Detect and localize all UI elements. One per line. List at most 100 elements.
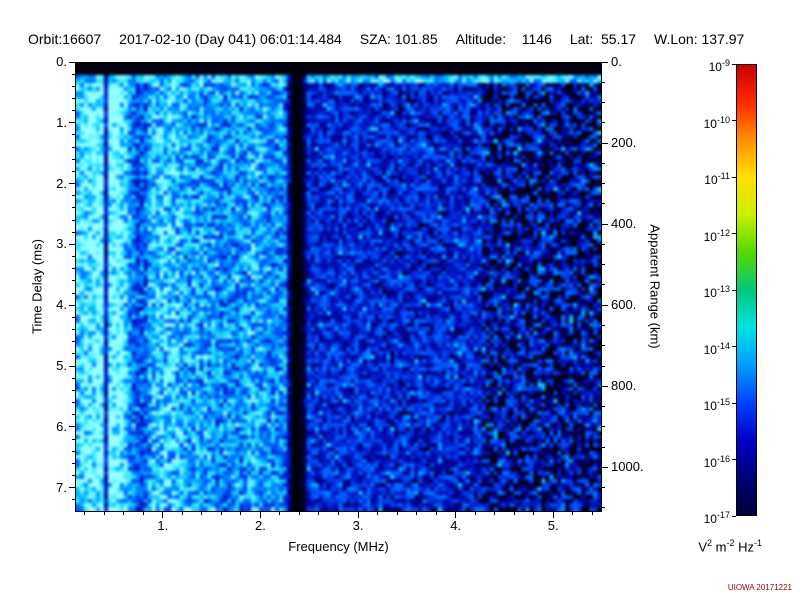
x-minor-tick <box>103 512 105 515</box>
x-tick-label: 2. <box>255 518 266 533</box>
x-axis-title: Frequency (MHz) <box>288 539 389 554</box>
x-minor-tick <box>572 512 574 515</box>
range-minor-tick <box>602 81 605 83</box>
y-tick-label: 1. <box>56 114 67 130</box>
x-minor-tick <box>377 512 379 515</box>
range-major-tick <box>602 304 608 306</box>
y-minor-tick <box>72 329 75 331</box>
x-tick-label: 4. <box>450 518 462 533</box>
colorbar-tick-base: 10 <box>703 399 717 413</box>
y-minor-tick <box>72 280 75 282</box>
range-minor-tick <box>602 487 605 489</box>
spectrogram-canvas <box>76 63 601 511</box>
y-minor-tick <box>72 170 75 172</box>
y-axis-title-left: Time Delay (ms) <box>29 239 45 334</box>
y-minor-tick <box>72 499 75 501</box>
range-tick-label: 400. <box>611 216 637 232</box>
x-tick-label: 5. <box>547 518 559 533</box>
x-minor-tick <box>435 512 437 515</box>
y-major-tick <box>69 122 75 124</box>
range-major-tick <box>602 466 608 468</box>
altitude-label: Altitude: 1146 <box>455 31 552 47</box>
colorbar-tick-label: 10-13 <box>682 282 730 301</box>
colorbar-tick <box>732 289 736 291</box>
y-major-tick <box>69 61 75 63</box>
colorbar-tick-label: 10-15 <box>682 395 730 414</box>
y-tick-label: 5. <box>56 358 67 374</box>
x-tick-label: 3. <box>352 518 364 533</box>
colorbar-gradient <box>737 65 756 515</box>
y-minor-tick <box>72 414 75 416</box>
range-major-tick <box>602 385 608 387</box>
y-minor-tick <box>72 207 75 209</box>
x-minor-tick <box>84 512 86 515</box>
y-minor-tick <box>72 438 75 440</box>
colorbar-tick-exponent: -11 <box>717 171 730 181</box>
y-minor-tick <box>72 134 75 136</box>
y-minor-tick <box>72 341 75 343</box>
range-minor-tick <box>602 426 605 428</box>
colorbar-tick-exponent: -10 <box>716 114 730 125</box>
credit-text: UIOWA 20171221 <box>727 583 792 592</box>
y-minor-tick <box>72 158 75 160</box>
colorbar-tick <box>732 120 736 121</box>
range-minor-tick <box>602 365 605 367</box>
y-major-tick <box>69 487 75 489</box>
y-minor-tick <box>72 73 75 75</box>
y-minor-tick <box>72 219 75 221</box>
y-minor-tick <box>72 256 75 258</box>
y-tick-label: 3. <box>56 236 67 252</box>
datetime-label: 2017-02-10 (Day 041) 06:01:14.484 <box>119 31 342 47</box>
unit-base: V <box>698 539 707 555</box>
y-minor-tick <box>72 316 75 318</box>
y-minor-tick <box>72 268 75 270</box>
colorbar-tick <box>732 63 736 65</box>
colorbar-tick-base: 10 <box>703 116 717 131</box>
x-minor-tick <box>318 512 320 515</box>
range-tick-label: 1000. <box>611 459 644 475</box>
y-tick-label: 2. <box>56 175 67 191</box>
y-major-tick <box>69 243 75 245</box>
x-minor-tick <box>298 512 300 515</box>
y-major-tick <box>69 365 75 367</box>
y-minor-tick <box>72 475 75 476</box>
colorbar-tick-exponent: -16 <box>716 453 730 464</box>
range-major-tick <box>602 142 608 144</box>
colorbar-tick-exponent: -12 <box>716 227 730 238</box>
colorbar-tick-base: 10 <box>703 342 717 357</box>
colorbar-tick-base: 10 <box>703 286 717 300</box>
colorbar-units-label: V2 m-2 Hz-1 <box>650 538 762 554</box>
x-major-tick <box>259 512 261 518</box>
range-minor-tick <box>602 284 605 286</box>
colorbar-tick-label: 10-12 <box>682 226 730 245</box>
range-minor-tick <box>602 264 605 266</box>
y-minor-tick <box>72 389 75 391</box>
colorbar-tick-base: 10 <box>703 512 717 526</box>
range-minor-tick <box>602 446 605 448</box>
range-minor-tick <box>602 325 605 326</box>
range-tick-label: 0. <box>611 54 622 69</box>
range-minor-tick <box>602 243 605 245</box>
colorbar-tick-exponent: -13 <box>716 284 730 294</box>
x-tick-label: 1. <box>157 518 169 533</box>
x-minor-tick <box>279 512 281 515</box>
unit-exponent: -1 <box>753 538 762 548</box>
x-minor-tick <box>513 512 515 515</box>
range-minor-tick <box>602 122 605 124</box>
y-major-tick <box>69 304 75 306</box>
x-major-tick <box>455 512 457 518</box>
colorbar-tick-label: 10-11 <box>682 169 730 188</box>
x-minor-tick <box>396 512 398 515</box>
latitude-label: Lat: 55.17 <box>569 31 637 47</box>
x-minor-tick <box>533 512 535 515</box>
longitude-label: W.Lon: 137.97 <box>654 31 745 47</box>
y-major-tick <box>69 183 75 185</box>
y-minor-tick <box>72 450 75 452</box>
colorbar-tick-label: 10-10 <box>682 113 730 132</box>
x-minor-tick <box>181 512 183 515</box>
colorbar-tick-base: 10 <box>703 455 717 470</box>
range-major-tick <box>602 61 608 63</box>
colorbar-tick-label: 10-9 <box>682 56 730 75</box>
colorbar-tick-exponent: -14 <box>716 340 730 351</box>
